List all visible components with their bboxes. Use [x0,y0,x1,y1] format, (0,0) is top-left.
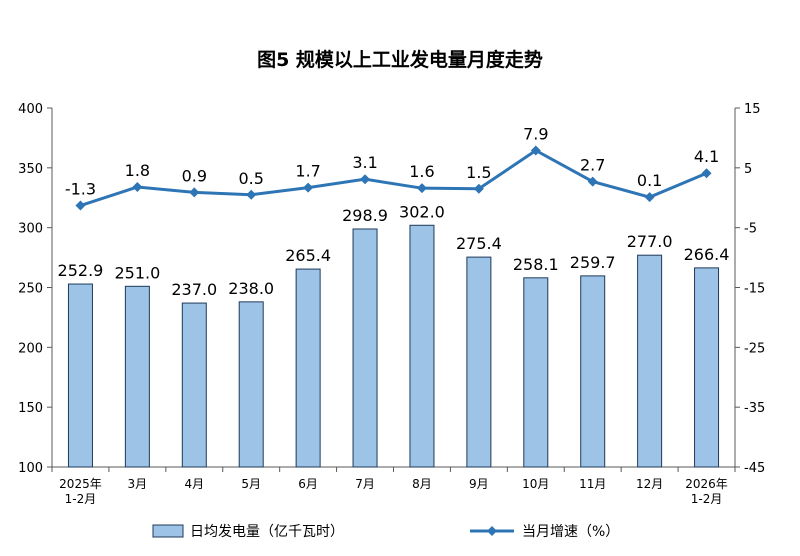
line-point [246,189,257,200]
bar [238,301,264,468]
bar-data-label: 252.9 [58,261,104,280]
line-data-label: 0.9 [182,166,207,185]
line-data-label: 1.7 [295,162,320,181]
line-data-label: 4.1 [694,147,719,166]
y-right-tick-label: -15 [744,282,765,297]
line-data-label: 0.5 [238,169,263,188]
legend-bar-label: 日均发电量（亿千瓦时） [190,524,344,540]
line-point [360,174,371,185]
line-data-label: -1.3 [65,180,96,199]
x-tick-label: 4月 [184,477,204,491]
bar [694,267,720,468]
legend-line-label: 当月增速（%） [522,524,619,540]
line-point [303,182,314,193]
bar-data-label: 238.0 [228,279,274,298]
bar-data-label: 237.0 [171,280,217,299]
line-point [701,168,712,179]
bar [637,254,663,468]
line-data-label: 1.8 [125,161,150,180]
bar-data-label: 302.0 [399,202,445,221]
x-tick-label: 12月 [636,477,663,491]
bar-data-labels: 252.9 251.0 237.0 238.0 265.4 298.9 302.0 275.4… [58,202,730,299]
x-tick-label: 8月 [412,477,432,491]
line-point [473,183,484,194]
x-tick-label: 5月 [241,477,261,491]
bar [466,256,492,468]
bar-data-label: 251.0 [114,263,160,282]
line-data-label: 1.5 [466,163,491,182]
x-tick-label: 6月 [298,477,318,491]
y-left-tick-label: 350 [18,162,43,177]
bar-data-label: 259.7 [570,253,616,272]
y-left-tick-label: 150 [18,401,43,416]
bar-data-label: 298.9 [342,206,388,225]
line-point [587,176,598,187]
y-left-tick-label: 100 [18,461,43,476]
line-point [644,192,655,203]
bar [181,302,207,468]
y-right-tick-label: -5 [744,222,757,237]
bar [124,285,150,468]
line-data-label: 1.6 [409,162,434,181]
y-right-tick-labels: -45 -35 -25 -15 -5 5 15 [744,102,765,476]
bar [295,268,321,468]
bar [67,283,93,468]
y-left-tick-labels: 100 150 200 250 300 350 400 [18,102,43,476]
y-right-tick-label: -45 [744,461,765,476]
x-tick-labels: 2025年 1-2月 3月 4月 5月 6月 7月 8月 9月 10月 11月 12月 2026年 1-2… [59,477,728,506]
line-point [416,183,427,194]
line-data-labels: -1.3 1.8 0.9 0.5 1.7 3.1 1.6 1.5 7.9 2.7 0.1 4.1 [65,124,719,198]
bar-data-label: 266.4 [684,245,730,264]
bar [523,277,549,468]
line-point [530,145,541,156]
chart-title: 图5 规模以上工业发电量月度走势 [257,48,543,71]
bar-data-label: 277.0 [627,232,673,251]
line-point [75,200,86,211]
x-tick-label: 2026年 1-2月 [685,477,728,506]
y-right-tick-label: -25 [744,341,765,356]
y-left-tick-label: 200 [18,341,43,356]
line-data-label: 3.1 [352,153,377,172]
line-data-label: 0.1 [637,171,662,190]
x-tick-label: 7月 [355,477,375,491]
line-series [75,145,712,211]
y-left-tick-label: 400 [18,102,43,117]
y-right-tick-label: 5 [744,162,752,177]
line-data-label: 2.7 [580,156,605,175]
legend-line-marker [487,526,497,536]
line-point [189,187,200,198]
x-tick-label: 3月 [128,477,148,491]
y-right-tick-label: -35 [744,401,765,416]
line-point [132,181,143,192]
x-tick-label: 9月 [469,477,489,491]
y-left-tick-label: 250 [18,282,43,297]
x-tick-label: 11月 [579,477,606,491]
legend-bar-swatch [152,524,184,538]
bar-data-label: 258.1 [513,255,559,274]
x-tick-label: 2025年 1-2月 [59,477,102,506]
bar [352,228,378,468]
bar-data-label: 265.4 [285,246,331,265]
legend: 日均发电量（亿千瓦时） 当月增速（%） [152,524,619,540]
series-line [79,148,708,207]
y-right-tick-label: 15 [744,102,761,117]
x-tick-label: 10月 [522,477,549,491]
bar [409,224,435,468]
axes [47,107,740,472]
bar [580,275,606,468]
y-left-tick-label: 300 [18,222,43,237]
bar-data-label: 275.4 [456,234,502,253]
bar-series [67,224,720,468]
line-data-label: 7.9 [523,124,548,143]
